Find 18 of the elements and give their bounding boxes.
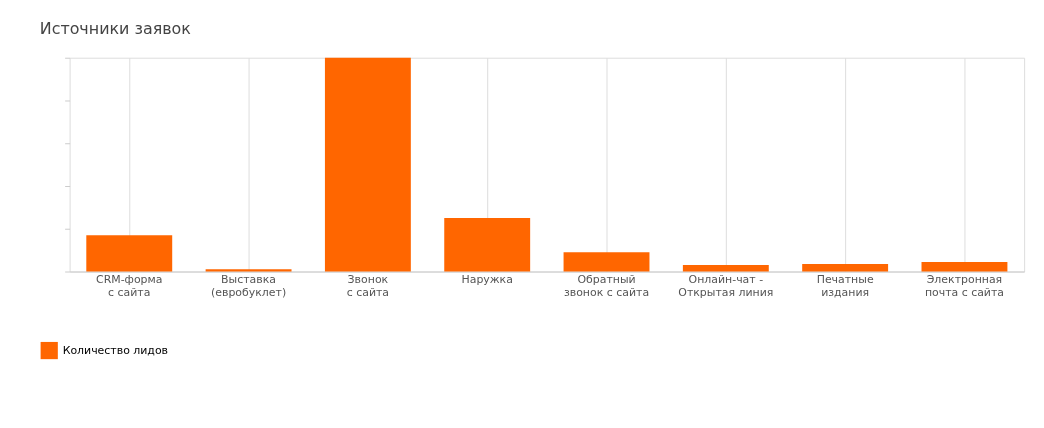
bar	[921, 261, 1008, 272]
x-tick-label: Звонок с сайта	[346, 272, 390, 299]
x-tick-label: Электронная почта с сайта	[924, 272, 1005, 299]
bar	[324, 57, 411, 272]
x-tick-label: Печатные издания	[816, 272, 874, 299]
x-tick-label: Наружка	[461, 272, 513, 286]
x-tick-label: CRM-форма с сайта	[96, 272, 163, 299]
bar	[205, 269, 292, 272]
bar	[444, 218, 531, 272]
x-tick-label: Обратный звонок с сайта	[563, 272, 650, 299]
bar	[682, 265, 769, 272]
bar	[86, 235, 173, 272]
x-tick-label: Онлайн-чат - Открытая линия	[678, 272, 774, 299]
bar	[563, 252, 650, 272]
bar	[802, 264, 889, 272]
legend-label: Количество лидов	[62, 343, 169, 357]
x-tick-label: Выставка (евробуклет)	[210, 272, 287, 299]
chart-title: Источники заявок	[39, 19, 192, 39]
